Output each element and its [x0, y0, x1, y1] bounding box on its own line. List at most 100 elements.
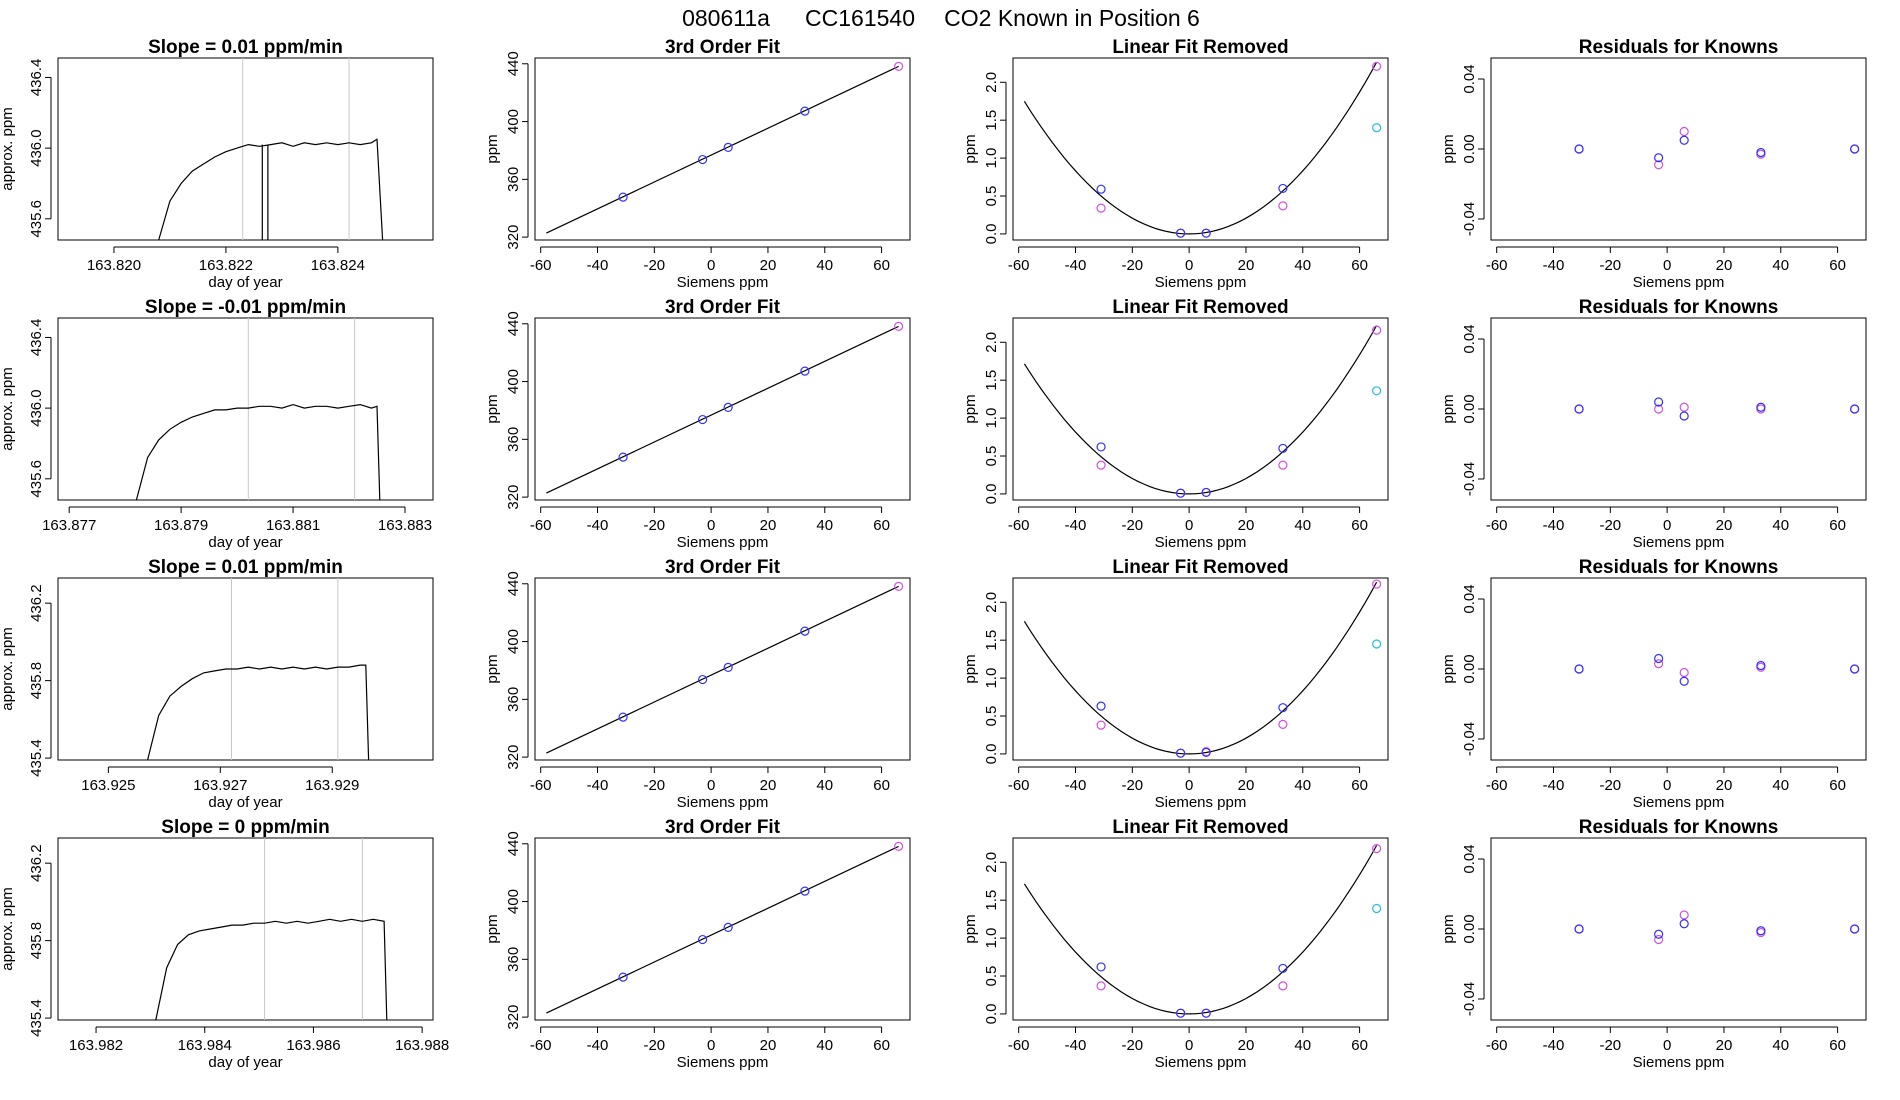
x-tick-label: -40: [1065, 257, 1087, 274]
x-axis-label: Siemens ppm: [1155, 1054, 1247, 1071]
x-tick-label: -60: [530, 777, 552, 794]
panel-title: Linear Fit Removed: [1112, 297, 1288, 318]
figure-title-position: CO2 Known in Position 6: [944, 5, 1200, 31]
x-tick-label: -20: [1599, 777, 1621, 794]
blue-point: [1850, 404, 1860, 414]
magenta-point: [1278, 460, 1288, 470]
y-axis-label: ppm: [484, 394, 501, 423]
blue-point: [1654, 929, 1664, 939]
magenta-point: [1654, 934, 1664, 945]
y-tick-label: 435.4: [28, 739, 45, 777]
magenta-point: [1679, 910, 1689, 920]
y-axis-label: ppm: [1440, 394, 1457, 423]
x-tick-label: 60: [1351, 257, 1368, 274]
plot-frame: [1012, 577, 1389, 761]
x-tick-label: -40: [1543, 257, 1565, 274]
panel-4: Slope = -0.01 ppm/min 163.877 163.879 163.8…: [0, 297, 434, 551]
x-tick-label: 60: [1351, 777, 1368, 794]
x-tick-label: 0: [1663, 777, 1671, 794]
blue-point: [1201, 487, 1211, 498]
x-tick-label: 0: [1185, 1037, 1193, 1054]
y-tick-label: 360: [505, 947, 522, 972]
y-tick-label: 435.4: [28, 999, 45, 1037]
y-tick-label: 0.5: [983, 446, 1000, 467]
y-tick-label: 320: [505, 1005, 522, 1030]
x-tick-label: 20: [760, 1037, 777, 1054]
y-tick-label: 440: [505, 51, 522, 76]
magenta-point: [1096, 720, 1106, 730]
y-axis-label: approx. ppm: [0, 107, 16, 190]
x-tick-label: -40: [587, 777, 609, 794]
blue-point: [800, 886, 810, 896]
x-tick-label: 20: [1716, 517, 1733, 534]
panel-8: Slope = 0.01 ppm/min 163.925 163.927 163.92…: [0, 557, 434, 811]
blue-point: [698, 674, 708, 685]
y-tick-label: 1.0: [983, 668, 1000, 689]
blue-point: [1654, 153, 1664, 163]
x-tick-label: 0: [1663, 517, 1671, 534]
series-line: [155, 918, 388, 1021]
panel-title: Slope = 0 ppm/min: [161, 817, 329, 838]
blue-point: [1096, 442, 1106, 452]
x-tick-label: 60: [873, 777, 890, 794]
blue-point: [1654, 397, 1664, 407]
x-tick-label: 60: [1829, 1037, 1846, 1054]
panel-5: 3rd Order Fit -60 -40 -20 0 20 40 60 320 360 400 44…: [484, 297, 911, 551]
cyan-point: [1372, 903, 1382, 914]
x-tick-label: 0: [1185, 777, 1193, 794]
magenta-point: [1096, 460, 1106, 470]
x-tick-label: 0: [707, 517, 715, 534]
fit-curve: [1023, 581, 1378, 755]
x-tick-label: 163.986: [286, 1037, 340, 1054]
y-tick-label: 436.0: [28, 389, 45, 427]
panel-title: Linear Fit Removed: [1112, 817, 1288, 838]
blue-point: [698, 934, 708, 945]
panel-title: 3rd Order Fit: [665, 37, 781, 58]
fit-line: [546, 845, 899, 1014]
x-tick-label: 40: [1772, 1037, 1789, 1054]
plot-frame: [1490, 57, 1867, 241]
y-tick-label: 0.0: [983, 224, 1000, 245]
x-tick-label: 20: [1716, 777, 1733, 794]
x-tick-label: 40: [816, 777, 833, 794]
blue-point: [1679, 411, 1689, 421]
blue-point: [1850, 664, 1860, 674]
y-tick-label: 1.5: [983, 630, 1000, 651]
panel-2: Linear Fit Removed -60 -40 -20 0 20 40 60 0.0 0.5…: [962, 37, 1389, 291]
x-axis-label: Siemens ppm: [1633, 1054, 1725, 1071]
y-tick-label: 1.0: [983, 148, 1000, 169]
y-tick-label: 435.6: [28, 200, 45, 238]
x-tick-label: 20: [1716, 257, 1733, 274]
y-axis-label: ppm: [962, 914, 979, 943]
y-tick-label: 0.5: [983, 966, 1000, 987]
x-tick-label: -60: [530, 257, 552, 274]
x-axis-label: Siemens ppm: [677, 274, 769, 291]
blue-point: [800, 106, 810, 116]
cyan-point: [1372, 386, 1382, 396]
x-tick-label: 60: [1351, 1037, 1368, 1054]
magenta-point: [1278, 201, 1288, 211]
y-tick-label: 400: [505, 109, 522, 134]
x-tick-label: -40: [587, 1037, 609, 1054]
x-axis-label: Siemens ppm: [1155, 274, 1247, 291]
x-tick-label: 0: [707, 777, 715, 794]
x-axis-label: Siemens ppm: [1633, 794, 1725, 811]
x-tick-label: 20: [1238, 1037, 1255, 1054]
y-tick-label: 400: [505, 369, 522, 394]
blue-point: [698, 414, 708, 425]
magenta-point: [1278, 719, 1288, 729]
blue-point: [800, 626, 810, 636]
y-tick-label: 440: [505, 311, 522, 336]
y-tick-label: 0.00: [1461, 914, 1478, 943]
panel-title: 3rd Order Fit: [665, 297, 781, 318]
blue-point: [1176, 228, 1186, 238]
x-tick-label: 163.879: [154, 517, 208, 534]
x-tick-label: -60: [1008, 517, 1030, 534]
x-axis-label: Siemens ppm: [1155, 794, 1247, 811]
x-tick-label: -60: [1486, 777, 1508, 794]
y-tick-label: 2.0: [983, 332, 1000, 353]
blue-point: [1574, 924, 1584, 934]
x-tick-label: -20: [643, 1037, 665, 1054]
plot-frame: [534, 317, 911, 501]
